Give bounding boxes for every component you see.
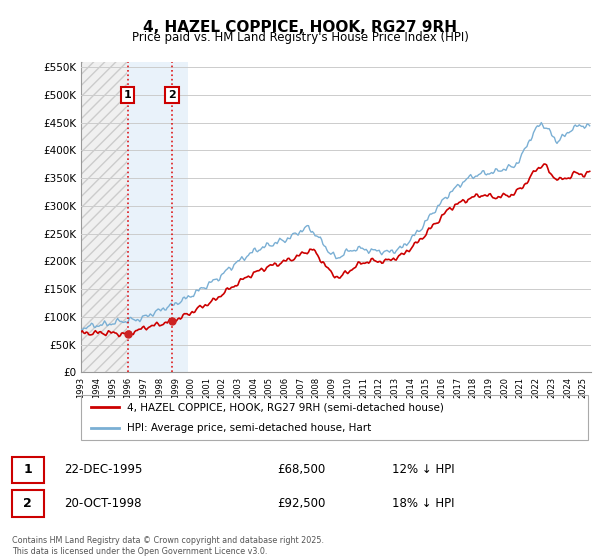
Text: 1: 1 [23, 463, 32, 477]
Text: 4, HAZEL COPPICE, HOOK, RG27 9RH: 4, HAZEL COPPICE, HOOK, RG27 9RH [143, 20, 457, 35]
Bar [81, 62, 127, 372]
Text: 12% ↓ HPI: 12% ↓ HPI [392, 463, 455, 477]
Text: 1: 1 [124, 90, 131, 100]
Text: £68,500: £68,500 [277, 463, 325, 477]
Text: Price paid vs. HM Land Registry's House Price Index (HPI): Price paid vs. HM Land Registry's House … [131, 31, 469, 44]
Text: 2: 2 [168, 90, 176, 100]
Text: 18% ↓ HPI: 18% ↓ HPI [392, 497, 455, 510]
Bar [12, 457, 44, 483]
Text: Contains HM Land Registry data © Crown copyright and database right 2025.
This d: Contains HM Land Registry data © Crown c… [12, 536, 324, 556]
Bar [127, 62, 188, 372]
Text: 20-OCT-1998: 20-OCT-1998 [64, 497, 142, 510]
Text: HPI: Average price, semi-detached house, Hart: HPI: Average price, semi-detached house,… [127, 423, 371, 433]
Bar [12, 491, 44, 516]
Text: 4, HAZEL COPPICE, HOOK, RG27 9RH (semi-detached house): 4, HAZEL COPPICE, HOOK, RG27 9RH (semi-d… [127, 402, 443, 412]
Text: 2: 2 [23, 497, 32, 510]
Text: 22-DEC-1995: 22-DEC-1995 [64, 463, 142, 477]
Text: £92,500: £92,500 [277, 497, 325, 510]
